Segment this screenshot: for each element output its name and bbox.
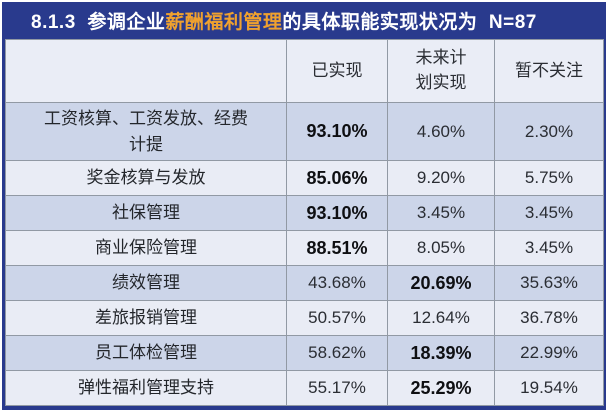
value-cell: 3.45% bbox=[494, 230, 604, 266]
value-cell: 50.57% bbox=[286, 300, 388, 336]
title-prefix: 8.1.3 参调企业 bbox=[31, 12, 166, 33]
value-cell: 85.06% bbox=[286, 160, 388, 196]
value-cell: 5.75% bbox=[494, 160, 604, 196]
value-cell: 25.29% bbox=[387, 370, 495, 406]
value-cell: 22.99% bbox=[494, 335, 604, 371]
value-cell: 8.05% bbox=[387, 230, 495, 266]
table-row: 弹性福利管理支持 55.17% 25.29% 19.54% bbox=[5, 370, 604, 406]
value-cell: 93.10% bbox=[286, 195, 388, 231]
value-cell: 4.60% bbox=[387, 102, 495, 161]
value-cell: 93.10% bbox=[286, 102, 388, 161]
table-row: 奖金核算与发放 85.06% 9.20% 5.75% bbox=[5, 160, 604, 196]
value-cell: 3.45% bbox=[494, 195, 604, 231]
value-cell: 43.68% bbox=[286, 265, 388, 301]
value-cell: 35.63% bbox=[494, 265, 604, 301]
column-header-not-concerned: 暂不关注 bbox=[494, 39, 604, 103]
value-cell: 58.62% bbox=[286, 335, 388, 371]
value-cell: 2.30% bbox=[494, 102, 604, 161]
table-row: 差旅报销管理 50.57% 12.64% 36.78% bbox=[5, 300, 604, 336]
value-cell: 36.78% bbox=[494, 300, 604, 336]
table-row: 工资核算、工资发放、经费 计提 93.10% 4.60% 2.30% bbox=[5, 102, 604, 161]
title-suffix: 的具体职能实现状况为 N=87 bbox=[282, 12, 537, 33]
row-label: 绩效管理 bbox=[5, 265, 287, 301]
row-label: 弹性福利管理支持 bbox=[5, 370, 287, 406]
table-row: 商业保险管理 88.51% 8.05% 3.45% bbox=[5, 230, 604, 266]
row-label: 奖金核算与发放 bbox=[5, 160, 287, 196]
value-cell: 55.17% bbox=[286, 370, 388, 406]
header-row: 已实现 未来计 划实现 暂不关注 bbox=[5, 39, 604, 103]
table-row: 员工体检管理 58.62% 18.39% 22.99% bbox=[5, 335, 604, 371]
column-header-planned: 未来计 划实现 bbox=[387, 39, 495, 103]
column-header-realized: 已实现 bbox=[286, 39, 388, 103]
row-label: 商业保险管理 bbox=[5, 230, 287, 266]
value-cell: 88.51% bbox=[286, 230, 388, 266]
row-label: 工资核算、工资发放、经费 计提 bbox=[5, 102, 287, 161]
table-row: 绩效管理 43.68% 20.69% 35.63% bbox=[5, 265, 604, 301]
value-cell: 19.54% bbox=[494, 370, 604, 406]
value-cell: 3.45% bbox=[387, 195, 495, 231]
table-row: 社保管理 93.10% 3.45% 3.45% bbox=[5, 195, 604, 231]
value-cell: 20.69% bbox=[387, 265, 495, 301]
value-cell: 9.20% bbox=[387, 160, 495, 196]
row-label: 员工体检管理 bbox=[5, 335, 287, 371]
row-label: 差旅报销管理 bbox=[5, 300, 287, 336]
title-highlight: 薪酬福利管理 bbox=[165, 12, 283, 33]
value-cell: 18.39% bbox=[387, 335, 495, 371]
value-cell: 12.64% bbox=[387, 300, 495, 336]
page-title: 8.1.3 参调企业 薪酬福利管理 的具体职能实现状况为 N=87 bbox=[5, 2, 603, 39]
row-label: 社保管理 bbox=[5, 195, 287, 231]
results-table: 已实现 未来计 划实现 暂不关注 工资核算、工资发放、经费 计提 93.10% … bbox=[5, 39, 604, 406]
column-header-empty bbox=[5, 39, 287, 103]
